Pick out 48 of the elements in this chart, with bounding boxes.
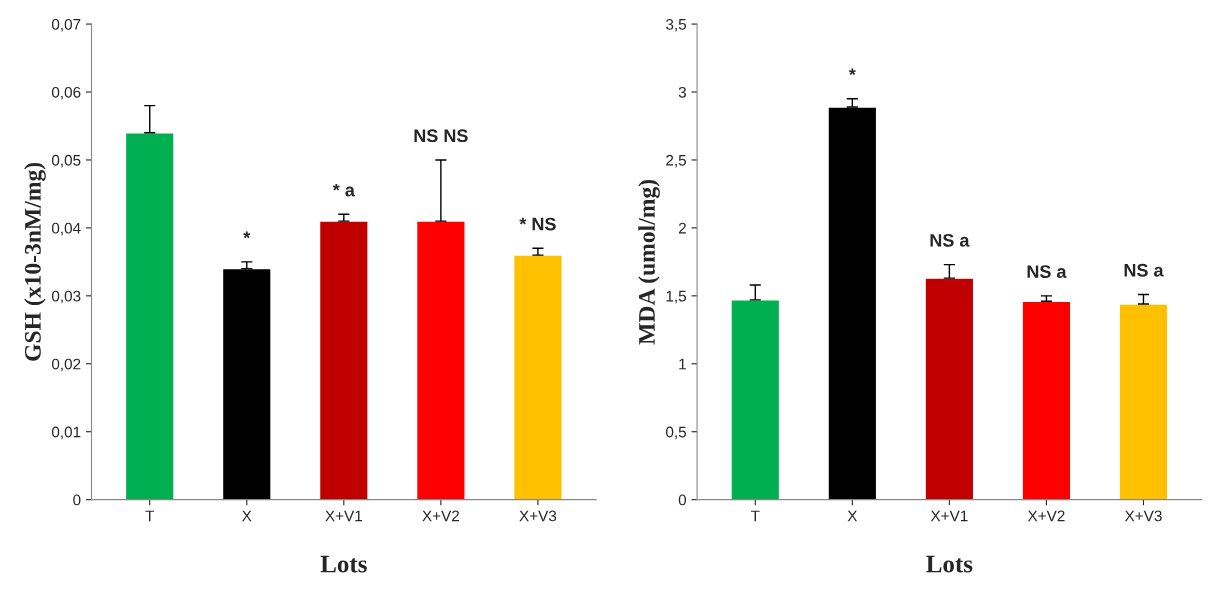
annotation: * a bbox=[332, 183, 355, 197]
bar bbox=[415, 220, 466, 500]
annotation: * bbox=[848, 68, 856, 76]
x-tick-label: X+V2 bbox=[1027, 510, 1065, 522]
y-tick-label: 0,03 bbox=[51, 290, 81, 304]
annotation: NS a bbox=[930, 233, 970, 247]
bar bbox=[924, 277, 975, 500]
annotation: NS a bbox=[1027, 265, 1067, 278]
bar bbox=[730, 299, 781, 500]
x-tick-label: T bbox=[145, 510, 155, 522]
x-tick-label: X+V3 bbox=[1124, 510, 1162, 522]
x-tick-label: X+V2 bbox=[422, 510, 459, 522]
annotation: NS NS bbox=[414, 129, 468, 143]
x-axis-title: Lots bbox=[926, 555, 973, 573]
bar bbox=[221, 267, 272, 500]
y-tick-label: 0,02 bbox=[51, 358, 81, 372]
bar bbox=[124, 132, 175, 500]
y-tick-label: 0 bbox=[73, 494, 81, 506]
annotation: * bbox=[243, 231, 251, 239]
y-tick-label: 0,01 bbox=[51, 426, 81, 440]
y-axis-title: GSH (x10-3nM/mg) bbox=[24, 162, 46, 361]
y-tick-label: 1,5 bbox=[666, 290, 687, 304]
y-tick-label: 2,5 bbox=[666, 154, 687, 168]
x-tick-label: X bbox=[847, 510, 858, 522]
y-tick-label: 0,5 bbox=[666, 426, 687, 440]
x-tick-label: T bbox=[750, 510, 760, 522]
annotation: * NS bbox=[519, 217, 556, 231]
bar bbox=[318, 220, 369, 500]
y-tick-label: 0,04 bbox=[51, 222, 81, 236]
x-tick-label: X+V1 bbox=[930, 510, 968, 522]
bar bbox=[1118, 303, 1169, 500]
y-tick-label: 2 bbox=[678, 222, 686, 234]
y-tick-label: 0,06 bbox=[51, 86, 81, 100]
y-tick-label: 0 bbox=[678, 494, 687, 506]
x-tick-label: X+V3 bbox=[519, 510, 557, 522]
x-axis-title: Lots bbox=[320, 555, 367, 573]
y-tick-label: 3 bbox=[678, 86, 686, 98]
y-tick-label: 3,5 bbox=[665, 18, 687, 32]
x-tick-label: X+V1 bbox=[325, 510, 362, 522]
y-tick-label: 1 bbox=[679, 358, 686, 370]
y-tick-label: 0,05 bbox=[51, 154, 81, 168]
bar bbox=[827, 106, 878, 500]
annotation: NS a bbox=[1124, 263, 1164, 277]
bar bbox=[512, 254, 563, 500]
x-tick-label: X bbox=[242, 510, 252, 522]
y-tick-label: 0,07 bbox=[51, 18, 81, 32]
bar bbox=[1021, 300, 1072, 500]
y-axis-title: MDA (umol/mg) bbox=[638, 179, 660, 345]
